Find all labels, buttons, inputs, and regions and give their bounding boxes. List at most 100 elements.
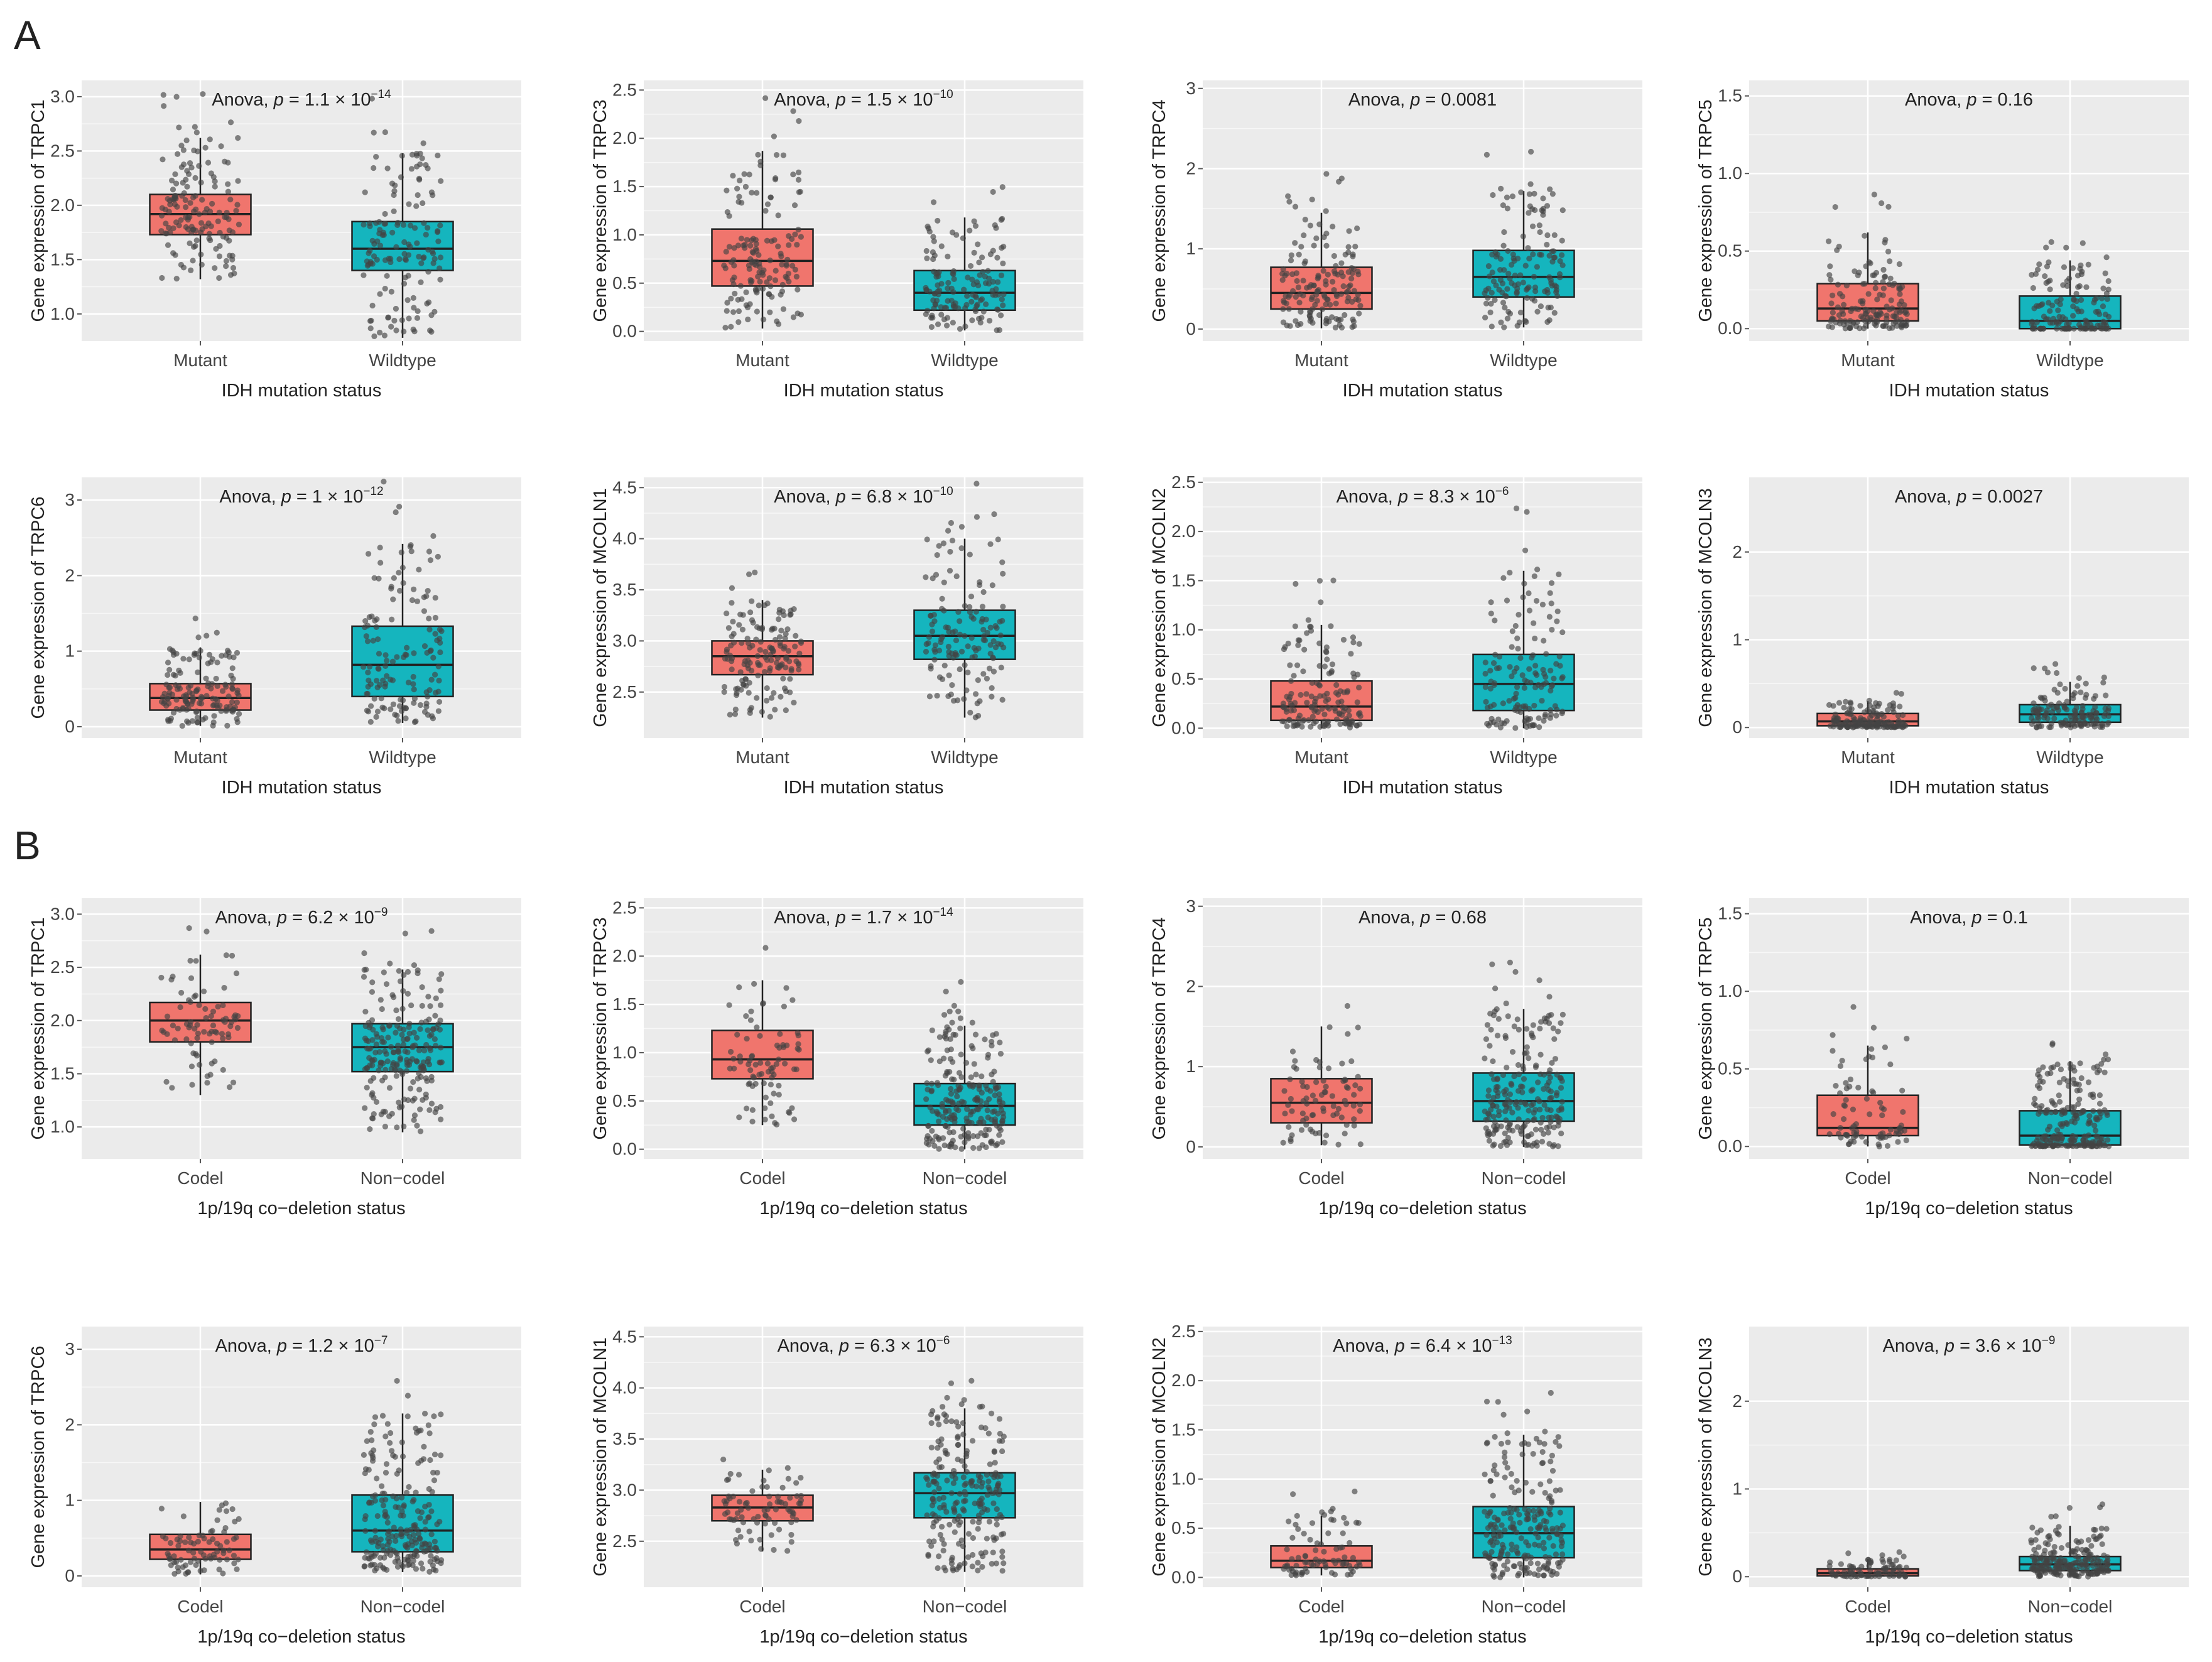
- data-point: [1330, 278, 1336, 285]
- data-point: [1871, 272, 1877, 278]
- data-point: [1300, 278, 1306, 284]
- data-point: [203, 205, 210, 212]
- data-point: [1830, 1111, 1836, 1117]
- data-point: [380, 1502, 387, 1509]
- data-point: [2085, 261, 2091, 268]
- data-point: [389, 229, 396, 236]
- data-point: [1539, 1114, 1546, 1121]
- data-point: [418, 1509, 425, 1516]
- data-point: [754, 1024, 760, 1031]
- data-point: [376, 1049, 382, 1055]
- data-point: [928, 1543, 935, 1549]
- data-point: [739, 639, 745, 646]
- data-point: [2061, 325, 2068, 332]
- data-point: [1355, 1519, 1362, 1526]
- data-point: [1835, 281, 1841, 288]
- data-point: [776, 1056, 782, 1063]
- data-point: [792, 643, 798, 649]
- data-point: [766, 275, 773, 281]
- data-point: [1343, 720, 1349, 727]
- plot-panel: [1749, 477, 2189, 738]
- data-point: [1538, 1126, 1544, 1133]
- data-point: [767, 714, 773, 720]
- data-point: [940, 1494, 946, 1501]
- data-point: [1548, 683, 1554, 690]
- y-tick-label: 2.5: [612, 898, 637, 917]
- data-point: [1534, 308, 1541, 315]
- data-point: [2095, 1134, 2101, 1140]
- data-point: [426, 687, 433, 693]
- data-point: [397, 1067, 403, 1073]
- y-axis-label: Gene expression of TRPC6: [28, 1345, 48, 1568]
- data-point: [1532, 1126, 1539, 1132]
- data-point: [1500, 242, 1507, 249]
- data-point: [2064, 1121, 2070, 1127]
- data-point: [2082, 317, 2089, 323]
- data-point: [375, 636, 381, 643]
- data-point: [1837, 1090, 1843, 1097]
- data-point: [983, 1126, 989, 1133]
- data-point: [1325, 1065, 1332, 1072]
- y-tick-label: 0: [65, 1566, 75, 1585]
- data-point: [1487, 309, 1494, 315]
- title-prefix: Anova,: [774, 487, 835, 507]
- data-point: [749, 643, 756, 649]
- data-point: [404, 969, 411, 975]
- data-point: [997, 1051, 1004, 1057]
- data-point: [1536, 715, 1542, 722]
- data-point: [2078, 1142, 2085, 1149]
- data-point: [962, 633, 968, 639]
- data-point: [1504, 205, 1510, 212]
- data-point: [931, 291, 938, 297]
- data-point: [217, 229, 223, 236]
- data-point: [796, 1500, 802, 1507]
- data-point: [1537, 1481, 1544, 1487]
- x-tick-label: Codel: [739, 1597, 785, 1616]
- data-point: [762, 1094, 769, 1100]
- data-point: [2095, 720, 2101, 726]
- data-point: [431, 256, 438, 262]
- data-point: [1551, 232, 1558, 238]
- data-point: [1510, 251, 1516, 258]
- data-point: [391, 192, 397, 198]
- data-point: [1509, 1049, 1516, 1055]
- data-point: [426, 1568, 433, 1575]
- data-point: [1350, 316, 1356, 323]
- data-point: [193, 129, 200, 136]
- data-point: [1482, 315, 1488, 321]
- data-point: [944, 1047, 950, 1053]
- data-point: [968, 634, 975, 641]
- data-point: [977, 582, 983, 589]
- data-point: [399, 153, 405, 159]
- y-axis-label: Gene expression of MCOLN3: [1696, 488, 1716, 727]
- data-point: [368, 703, 374, 709]
- data-point: [999, 697, 1006, 703]
- data-point: [417, 1026, 423, 1032]
- data-point: [158, 212, 165, 219]
- data-point: [938, 243, 945, 249]
- data-point: [417, 161, 423, 168]
- data-point: [1495, 1084, 1501, 1090]
- data-point: [985, 1478, 992, 1485]
- data-point: [2057, 296, 2064, 303]
- data-point: [753, 241, 759, 247]
- data-point: [1514, 1124, 1521, 1130]
- data-point: [1547, 186, 1553, 192]
- data-point: [1545, 305, 1551, 311]
- data-point: [938, 312, 945, 318]
- data-point: [2103, 254, 2110, 261]
- data-point: [2078, 296, 2085, 303]
- data-point: [974, 700, 980, 707]
- data-point: [411, 225, 418, 231]
- data-point: [421, 709, 428, 715]
- data-point: [203, 1015, 209, 1021]
- data-point: [388, 585, 394, 592]
- title-p: p: [1419, 908, 1430, 928]
- data-point: [166, 693, 172, 699]
- data-point: [397, 1025, 403, 1032]
- plot-title: Anova, p = 1.2 × 10−7: [215, 1334, 388, 1356]
- data-point: [1282, 273, 1288, 279]
- data-point: [163, 1078, 170, 1085]
- plot-title: Anova, p = 1 × 10−12: [219, 485, 383, 507]
